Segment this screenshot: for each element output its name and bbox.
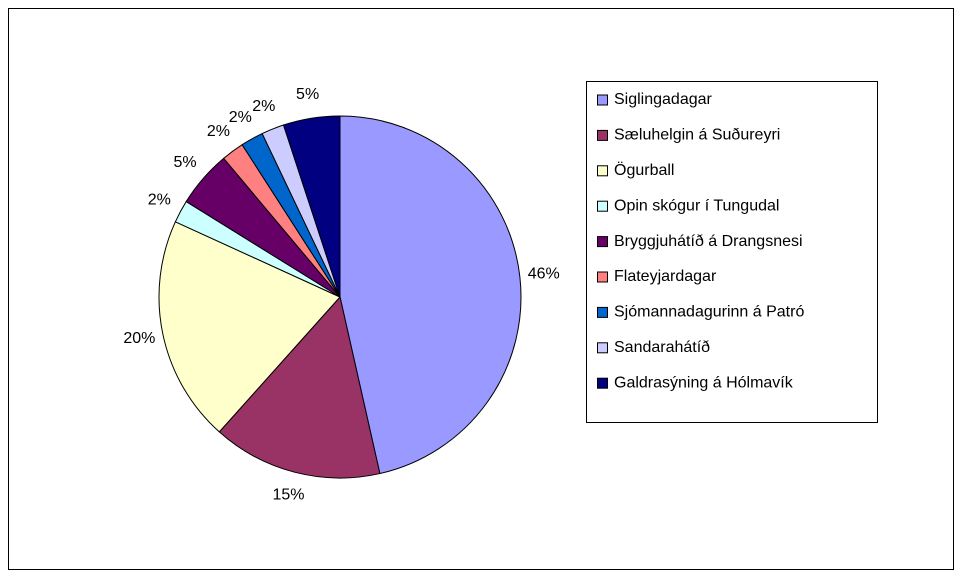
legend-swatch [597, 342, 608, 354]
pie-slice [158, 221, 341, 433]
data-label: 2% [252, 98, 275, 115]
legend-swatch [597, 236, 608, 248]
legend-label: Sjómannadagurinn á Patró [614, 304, 804, 321]
legend-label: Ögurball [614, 161, 674, 179]
pie-slice [339, 115, 522, 475]
data-label: 5% [174, 154, 197, 171]
data-label: 15% [272, 487, 304, 504]
legend-label: Sandarahátíð [614, 339, 710, 356]
data-label: 2% [207, 123, 230, 140]
legend-swatch [597, 165, 608, 177]
legend-swatch [597, 94, 608, 106]
legend-swatch [597, 200, 608, 212]
legend-swatch [597, 377, 608, 389]
legend-swatch [597, 306, 608, 318]
legend-label: Bryggjuhátíð á Drangsnesi [614, 233, 803, 250]
legend-swatch [597, 271, 608, 283]
data-label: 2% [229, 109, 252, 126]
data-label: 46% [528, 265, 560, 282]
data-label: 2% [148, 191, 171, 208]
legend-label: Sæluhelgin á Suðureyri [614, 127, 780, 144]
legend-label: Siglingadagar [614, 91, 713, 108]
legend-label: Flateyjardagar [614, 268, 717, 285]
pie-slice [218, 295, 381, 479]
legend-swatch [597, 129, 608, 141]
legend-box [586, 81, 878, 423]
pie-slice [282, 115, 341, 298]
data-label: 5% [296, 86, 319, 103]
legend-label: Galdrasýning á Hólmavík [614, 374, 794, 391]
data-label: 20% [123, 330, 155, 347]
legend-label: Opin skógur í Tungudal [614, 197, 779, 214]
